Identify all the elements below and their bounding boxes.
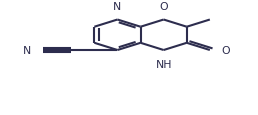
Text: N: N xyxy=(113,2,122,12)
Text: NH: NH xyxy=(155,60,172,70)
Text: N: N xyxy=(23,46,31,56)
Text: O: O xyxy=(221,46,230,56)
Text: O: O xyxy=(159,2,168,12)
